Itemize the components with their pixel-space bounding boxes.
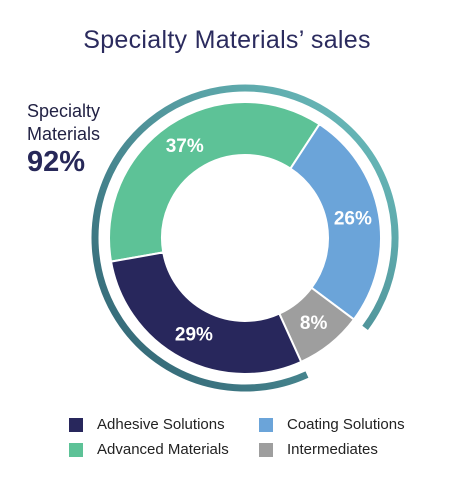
highlight-arc-group: [91, 84, 399, 392]
slice-label-coating-solutions: 26%: [334, 208, 372, 229]
legend-label: Intermediates: [287, 441, 378, 458]
legend-item-adhesive-solutions: Adhesive Solutions: [69, 416, 259, 433]
chart-title: Specialty Materials’ sales: [83, 26, 371, 54]
legend-swatch: [69, 442, 83, 457]
donut-chart: 37% 26% 8% 29%: [91, 84, 399, 392]
donut-slices: [108, 101, 382, 375]
highlight-label: Specialty Materials: [27, 100, 100, 146]
legend-swatch: [259, 417, 273, 432]
legend-label: Adhesive Solutions: [97, 416, 225, 433]
highlight-value: 92%: [27, 146, 86, 178]
legend-label: Advanced Materials: [97, 441, 229, 458]
highlight-label-line1: Specialty: [27, 101, 101, 121]
legend-item-advanced-materials: Advanced Materials: [69, 441, 259, 458]
slice-adhesive-solutions: [109, 251, 303, 375]
legend-item-coating-solutions: Coating Solutions: [259, 416, 429, 433]
slice-label-intermediates: 8%: [300, 313, 328, 334]
slice-advanced-materials: [108, 101, 321, 263]
highlight-arc: [91, 84, 399, 392]
slice-labels: 37% 26% 8% 29%: [166, 136, 372, 345]
slice-coating-solutions: [289, 122, 382, 321]
highlight-label-line2: Materials: [27, 124, 101, 144]
legend: Adhesive Solutions Coating Solutions Advan…: [69, 416, 429, 458]
legend-swatch: [259, 442, 273, 457]
legend-item-intermediates: Intermediates: [259, 441, 429, 458]
legend-label: Coating Solutions: [287, 416, 405, 433]
slice-label-advanced-materials: 37%: [166, 136, 204, 157]
slice-label-adhesive-solutions: 29%: [175, 324, 213, 345]
legend-swatch: [69, 417, 83, 432]
